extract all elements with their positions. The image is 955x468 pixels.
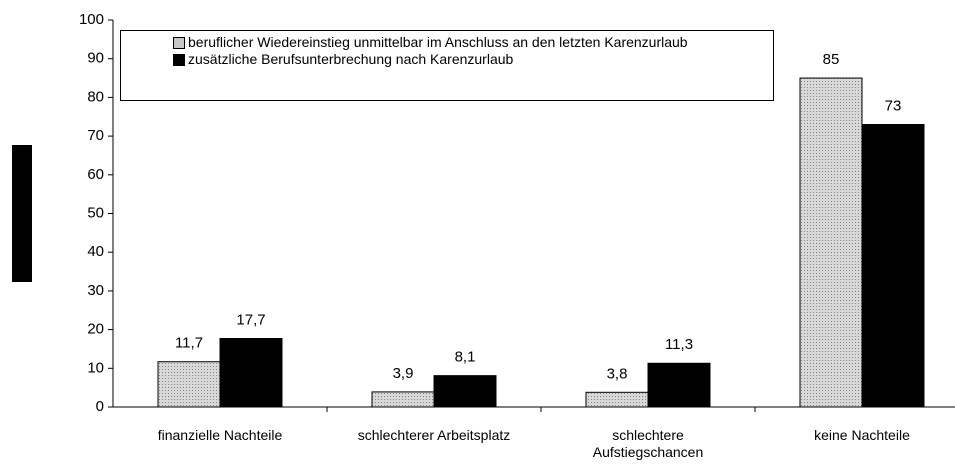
y-tick-label: 90 bbox=[87, 50, 104, 67]
y-tick-label: 20 bbox=[87, 321, 104, 338]
y-tick-label: 40 bbox=[87, 243, 104, 260]
legend-swatch bbox=[173, 37, 185, 49]
y-tick-label: 80 bbox=[87, 88, 104, 105]
legend-label: beruflicher Wiedereinstieg unmittelbar i… bbox=[188, 34, 688, 50]
bar bbox=[371, 391, 435, 408]
bar bbox=[861, 123, 925, 408]
bar bbox=[647, 362, 711, 408]
y-tick-label: 0 bbox=[96, 398, 104, 415]
legend-swatch bbox=[173, 54, 185, 66]
bar bbox=[585, 391, 649, 408]
data-label: 8,1 bbox=[455, 349, 476, 366]
y-tick-label: 70 bbox=[87, 127, 104, 144]
redacted-label bbox=[12, 145, 32, 282]
y-tick-label: 100 bbox=[79, 11, 104, 28]
x-tick-label: schlechtere Aufstiegschancen bbox=[592, 427, 704, 460]
bar bbox=[219, 338, 283, 408]
bar bbox=[433, 375, 497, 408]
legend: beruflicher Wiedereinstieg unmittelbar i… bbox=[120, 30, 774, 101]
data-label: 73 bbox=[885, 97, 902, 114]
legend-item: zusätzliche Berufsunterbrechung nach Kar… bbox=[173, 51, 773, 68]
data-label: 11,3 bbox=[665, 336, 693, 353]
y-tick-label: 10 bbox=[87, 359, 104, 376]
x-tick-label: keine Nachteile bbox=[814, 427, 910, 443]
legend-label: zusätzliche Berufsunterbrechung nach Kar… bbox=[188, 51, 514, 67]
y-tick-label: 30 bbox=[87, 282, 104, 299]
data-label: 3,8 bbox=[607, 365, 628, 382]
bar bbox=[157, 361, 221, 408]
y-tick-label: 50 bbox=[87, 204, 104, 221]
y-tick-label: 60 bbox=[87, 166, 104, 183]
x-tick-label: finanzielle Nachteile bbox=[157, 427, 283, 443]
data-label: 11,7 bbox=[175, 335, 203, 352]
legend-item: beruflicher Wiedereinstieg unmittelbar i… bbox=[173, 34, 773, 51]
bar bbox=[799, 77, 863, 408]
data-label: 85 bbox=[823, 51, 840, 68]
data-label: 17,7 bbox=[236, 311, 265, 328]
x-tick-label: schlechterer Arbeitsplatz bbox=[357, 427, 511, 443]
data-label: 3,9 bbox=[393, 365, 414, 382]
